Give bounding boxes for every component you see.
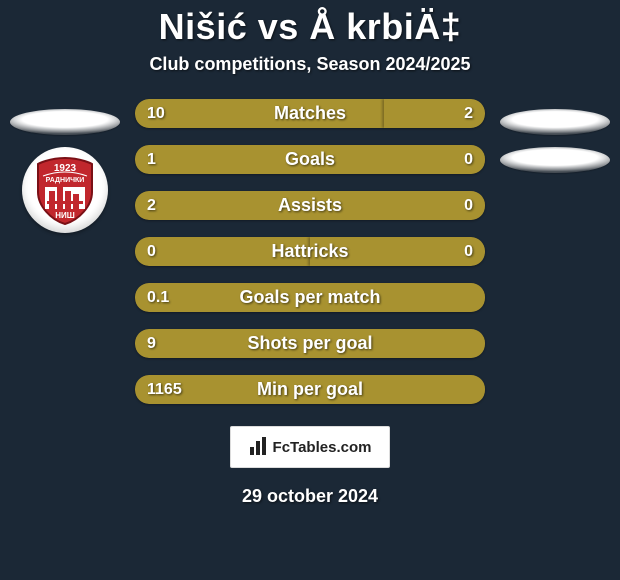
stat-bar: 102Matches — [135, 99, 485, 128]
brand-text: FcTables.com — [273, 439, 372, 456]
left-player-column: 1923 РАДНИЧКИ НИШ — [5, 99, 125, 404]
page-subtitle: Club competitions, Season 2024/2025 — [149, 54, 470, 75]
stat-bar-left-fill — [135, 191, 485, 220]
right-country-oval — [500, 109, 610, 135]
stat-bar: 0.1Goals per match — [135, 283, 485, 312]
left-club-badge: 1923 РАДНИЧКИ НИШ — [22, 147, 108, 233]
stat-bars: 102Matches 10Goals 20Assists 00Hattricks 0.1… — [135, 99, 485, 404]
left-country-oval — [10, 109, 120, 135]
right-player-column — [495, 99, 615, 404]
snapshot-date: 29 october 2024 — [242, 486, 378, 507]
stat-bar-left-fill — [135, 375, 485, 404]
page-title: Nišić vs Å krbiÄ‡ — [159, 6, 462, 48]
infographic: Nišić vs Å krbiÄ‡ Club competitions, Sea… — [0, 0, 620, 580]
svg-text:РАДНИЧКИ: РАДНИЧКИ — [46, 177, 85, 184]
stat-bar-left-fill — [135, 237, 310, 266]
stat-bar: 1165Min per goal — [135, 375, 485, 404]
brand-logo: FcTables.com — [230, 426, 390, 468]
stat-bar: 20Assists — [135, 191, 485, 220]
comparison-region: 1923 РАДНИЧКИ НИШ 102Matches 10Goals 20Ass… — [0, 99, 620, 404]
stat-bar-left-fill — [135, 329, 485, 358]
radnicki-nis-crest-icon: 1923 РАДНИЧКИ НИШ — [29, 154, 101, 226]
stat-bar-left-fill — [135, 283, 485, 312]
stat-bar-left-fill — [135, 145, 485, 174]
stat-bar: 00Hattricks — [135, 237, 485, 266]
stat-bar: 10Goals — [135, 145, 485, 174]
bar-chart-icon — [249, 437, 269, 457]
stat-bar: 9Shots per goal — [135, 329, 485, 358]
stat-bar-right-fill — [310, 237, 485, 266]
stat-bar-right-fill — [384, 99, 486, 128]
stat-bar-left-fill — [135, 99, 384, 128]
svg-text:НИШ: НИШ — [55, 211, 75, 220]
right-club-oval — [500, 147, 610, 173]
